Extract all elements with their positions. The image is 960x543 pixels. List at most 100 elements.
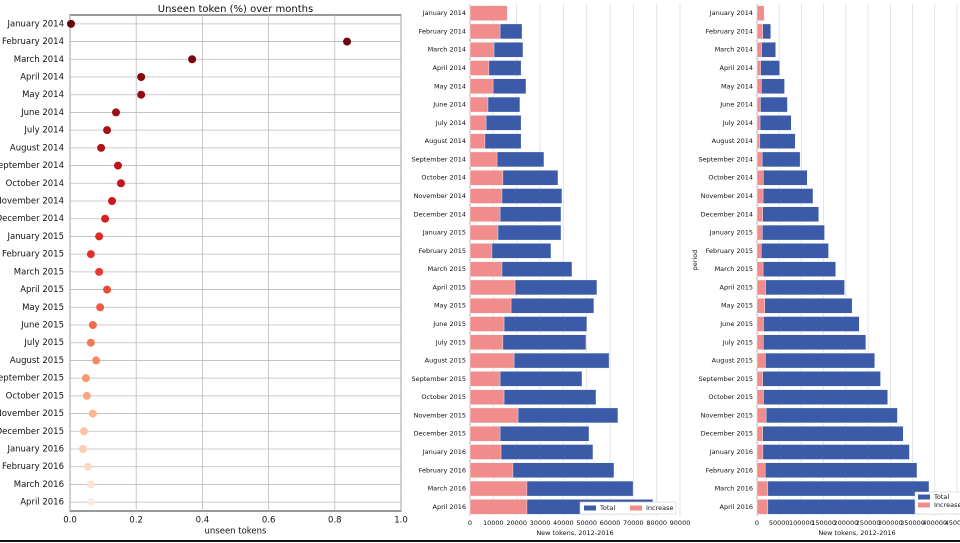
bar	[756, 42, 762, 58]
x-tick-label: 150000	[811, 519, 836, 527]
y-tick-label: May 2014	[22, 90, 64, 100]
bar	[756, 316, 764, 332]
y-tick-label: January 2014	[709, 9, 753, 17]
y-tick-label: December 2015	[701, 430, 753, 438]
y-tick-label: June 2015	[432, 320, 466, 328]
bar	[469, 42, 495, 58]
y-tick-label: April 2014	[720, 64, 753, 72]
dot	[86, 480, 95, 489]
x-tick-label: 0.8	[328, 516, 342, 526]
dot	[97, 143, 106, 152]
y-tick-label: December 2015	[414, 430, 466, 438]
bar	[469, 224, 499, 241]
y-tick-label: August 2014	[712, 137, 753, 145]
bar	[756, 316, 860, 332]
dot	[343, 37, 352, 46]
y-tick-label: March 2016	[14, 480, 64, 490]
bar	[469, 316, 505, 332]
y-tick-label: September 2014	[411, 155, 466, 163]
x-tick-label: 350000	[900, 519, 925, 527]
y-tick-label: January 2016	[422, 448, 466, 456]
y-tick-label: April 2016	[20, 498, 64, 508]
y-tick-label: February 2016	[419, 466, 466, 474]
bar	[469, 78, 494, 94]
bar	[756, 480, 930, 497]
y-tick-label: September 2015	[411, 375, 466, 383]
dot	[113, 161, 122, 170]
dot	[116, 179, 125, 188]
y-tick-label: September 2014	[698, 155, 753, 163]
bar	[756, 224, 825, 241]
bar	[469, 5, 508, 21]
legend-label: Total	[599, 504, 615, 512]
bar	[756, 261, 764, 277]
dot	[86, 250, 95, 259]
bar	[756, 78, 762, 94]
bar	[469, 334, 504, 350]
bar	[756, 279, 766, 296]
legend-swatch	[630, 505, 642, 511]
bar	[756, 298, 853, 314]
y-tick-label: December 2014	[0, 214, 64, 224]
legend-label: Increase	[646, 504, 674, 512]
bar	[756, 115, 792, 131]
y-tick-label: August 2015	[712, 357, 753, 365]
bar	[756, 188, 814, 204]
dot	[83, 462, 92, 471]
y-tick-label: February 2014	[706, 27, 753, 35]
y-tick-label: November 2015	[701, 411, 753, 419]
bar	[756, 499, 941, 515]
y-tick-label: March 2015	[428, 265, 466, 273]
bar	[756, 151, 801, 168]
bar	[756, 389, 764, 405]
y-tick-label: April 2016	[720, 503, 753, 511]
y-tick-label: October 2015	[708, 393, 753, 401]
y-tick-label: March 2014	[14, 55, 64, 65]
bar	[756, 96, 788, 113]
y-tick-label: February 2014	[419, 27, 466, 35]
bar	[469, 298, 512, 314]
x-tick-label: 450000	[945, 519, 960, 527]
bar	[756, 426, 763, 442]
bar	[469, 462, 514, 478]
bar	[469, 480, 528, 497]
bar	[469, 407, 519, 424]
x-tick-label: 400000	[922, 519, 947, 527]
bar	[756, 462, 918, 478]
x-tick-label: 50000	[769, 519, 790, 527]
dot	[88, 409, 97, 418]
bar	[469, 389, 505, 405]
bar	[469, 371, 501, 387]
legend-label: Total	[933, 493, 949, 501]
bar	[756, 170, 808, 186]
bar	[756, 133, 796, 149]
y-tick-label: January 2015	[6, 232, 64, 242]
x-tick-label: 0	[468, 519, 472, 527]
y-tick-label: March 2015	[715, 265, 753, 273]
bar	[469, 444, 502, 460]
dot	[103, 285, 112, 294]
dot	[86, 498, 95, 507]
bar	[756, 444, 910, 460]
y-tick-label: March 2016	[428, 485, 466, 493]
y-tick-label: July 2015	[23, 338, 64, 348]
y-tick-label: July 2014	[23, 126, 64, 136]
y-tick-label: October 2014	[708, 174, 753, 182]
bar	[756, 499, 769, 515]
dot	[78, 445, 87, 453]
bar	[756, 334, 764, 350]
x-tick-label: 80000	[646, 519, 667, 527]
y-tick-label: December 2014	[701, 210, 753, 218]
y-tick-label: April 2015	[433, 283, 466, 291]
y-tick-label: December 2015	[0, 427, 64, 437]
bar	[469, 426, 501, 442]
y-tick-label: September 2015	[0, 374, 64, 384]
y-tick-label: July 2015	[435, 338, 466, 346]
y-tick-label: February 2014	[2, 37, 64, 47]
bar	[756, 462, 766, 478]
y-axis-label: period	[691, 250, 699, 271]
bar	[756, 23, 763, 40]
y-tick-label: September 2014	[0, 161, 64, 171]
bar	[469, 60, 490, 76]
bar	[756, 371, 881, 387]
